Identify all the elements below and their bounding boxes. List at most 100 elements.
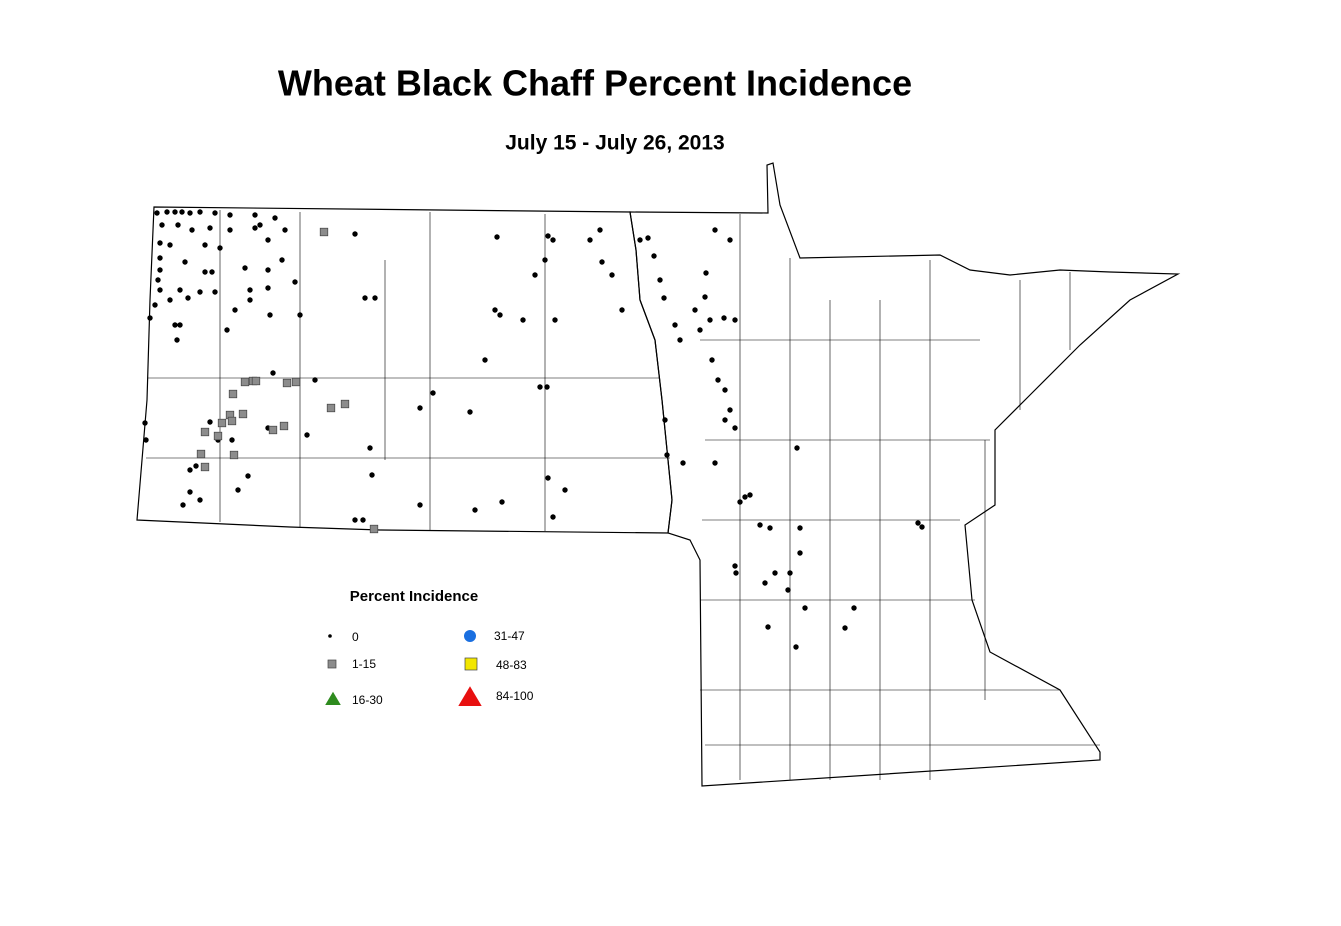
marker-square xyxy=(200,427,210,437)
marker-dot xyxy=(712,227,718,233)
marker-dot xyxy=(599,259,605,265)
marker-dot xyxy=(545,233,551,239)
marker-dot xyxy=(189,227,195,233)
marker-square xyxy=(228,389,238,399)
marker-dot xyxy=(252,225,258,231)
marker-dot xyxy=(919,524,925,530)
marker-dot xyxy=(785,587,791,593)
marker-dot xyxy=(328,634,332,638)
marker-dot xyxy=(499,499,505,505)
marker-dot xyxy=(721,315,727,321)
county-lines xyxy=(146,210,1100,780)
marker-square xyxy=(326,403,336,413)
marker-dot xyxy=(185,295,191,301)
legend-label: 48-83 xyxy=(496,658,527,672)
marker-dot xyxy=(712,460,718,466)
marker-dot xyxy=(651,253,657,259)
marker-dot xyxy=(677,337,683,343)
marker-dot xyxy=(177,287,183,293)
marker-dot xyxy=(657,277,663,283)
marker-dot xyxy=(697,327,703,333)
marker-dot xyxy=(532,272,538,278)
marker-square xyxy=(229,450,239,460)
marker-dot xyxy=(142,420,148,426)
marker-dot xyxy=(787,570,793,576)
legend-label: 0 xyxy=(352,630,359,644)
marker-dot xyxy=(709,357,715,363)
marker-dot xyxy=(267,312,273,318)
marker-dot xyxy=(793,644,799,650)
marker-dot xyxy=(177,322,183,328)
marker-dot xyxy=(619,307,625,313)
marker-dot xyxy=(680,460,686,466)
marker-dot xyxy=(664,452,670,458)
marker-dot xyxy=(172,322,178,328)
marker-dot xyxy=(182,259,188,265)
marker-square xyxy=(369,524,379,534)
marker-dot xyxy=(229,437,235,443)
marker-dot xyxy=(212,289,218,295)
marker-dot xyxy=(772,570,778,576)
marker-dot xyxy=(304,432,310,438)
marker-square xyxy=(227,416,237,426)
marker-dot xyxy=(167,242,173,248)
legend: Percent Incidence 0 1-15 16-30 31-47 48-83 84… xyxy=(325,588,534,707)
marker-dot xyxy=(197,289,203,295)
marker-dot xyxy=(265,267,271,273)
marker-dot xyxy=(209,269,215,275)
marker-dot xyxy=(472,507,478,513)
marker-dot xyxy=(159,222,165,228)
marker-dot xyxy=(235,487,241,493)
marker-dot xyxy=(252,212,258,218)
marker-dot xyxy=(851,605,857,611)
marker-dot xyxy=(174,337,180,343)
marker-dot xyxy=(645,235,651,241)
marker-dot xyxy=(157,287,163,293)
marker-square xyxy=(327,659,337,669)
marker-dot xyxy=(217,245,223,251)
marker-dot xyxy=(550,514,556,520)
marker-square xyxy=(279,421,289,431)
marker-dot xyxy=(637,237,643,243)
legend-label: 84-100 xyxy=(496,689,534,703)
marker-dot xyxy=(147,315,153,321)
marker-dot xyxy=(157,255,163,261)
marker-dot xyxy=(197,209,203,215)
marker-dot xyxy=(702,294,708,300)
marker-dot xyxy=(224,327,230,333)
marker-dot xyxy=(467,409,473,415)
marker-dot xyxy=(520,317,526,323)
marker-dot xyxy=(767,525,773,531)
marker-dot xyxy=(227,227,233,233)
marker-square xyxy=(217,418,227,428)
marker-dot xyxy=(187,467,193,473)
marker-dot xyxy=(245,473,251,479)
marker-dot xyxy=(292,279,298,285)
marker-triangle xyxy=(458,686,482,706)
minnesota xyxy=(629,162,1181,787)
marker-dot xyxy=(157,267,163,273)
marker-dot xyxy=(430,390,436,396)
marker-dot xyxy=(207,225,213,231)
marker-dot xyxy=(143,437,149,443)
marker-dot xyxy=(544,384,550,390)
marker-dot xyxy=(715,377,721,383)
marker-dot xyxy=(703,270,709,276)
marker-dot xyxy=(802,605,808,611)
marker-dot xyxy=(164,209,170,215)
marker-dot xyxy=(270,370,276,376)
marker-dot xyxy=(193,463,199,469)
marker-dot xyxy=(175,222,181,228)
marker-dot xyxy=(537,384,543,390)
marker-dot xyxy=(265,237,271,243)
marker-dot xyxy=(207,419,213,425)
marker-dot xyxy=(597,227,603,233)
marker-dot xyxy=(609,272,615,278)
marker-dot xyxy=(552,317,558,323)
marker-dot xyxy=(282,227,288,233)
marker-dot xyxy=(662,417,668,423)
legend-label: 31-47 xyxy=(494,629,525,643)
marker-dot xyxy=(372,295,378,301)
marker-square xyxy=(240,377,250,387)
marker-dot xyxy=(727,237,733,243)
